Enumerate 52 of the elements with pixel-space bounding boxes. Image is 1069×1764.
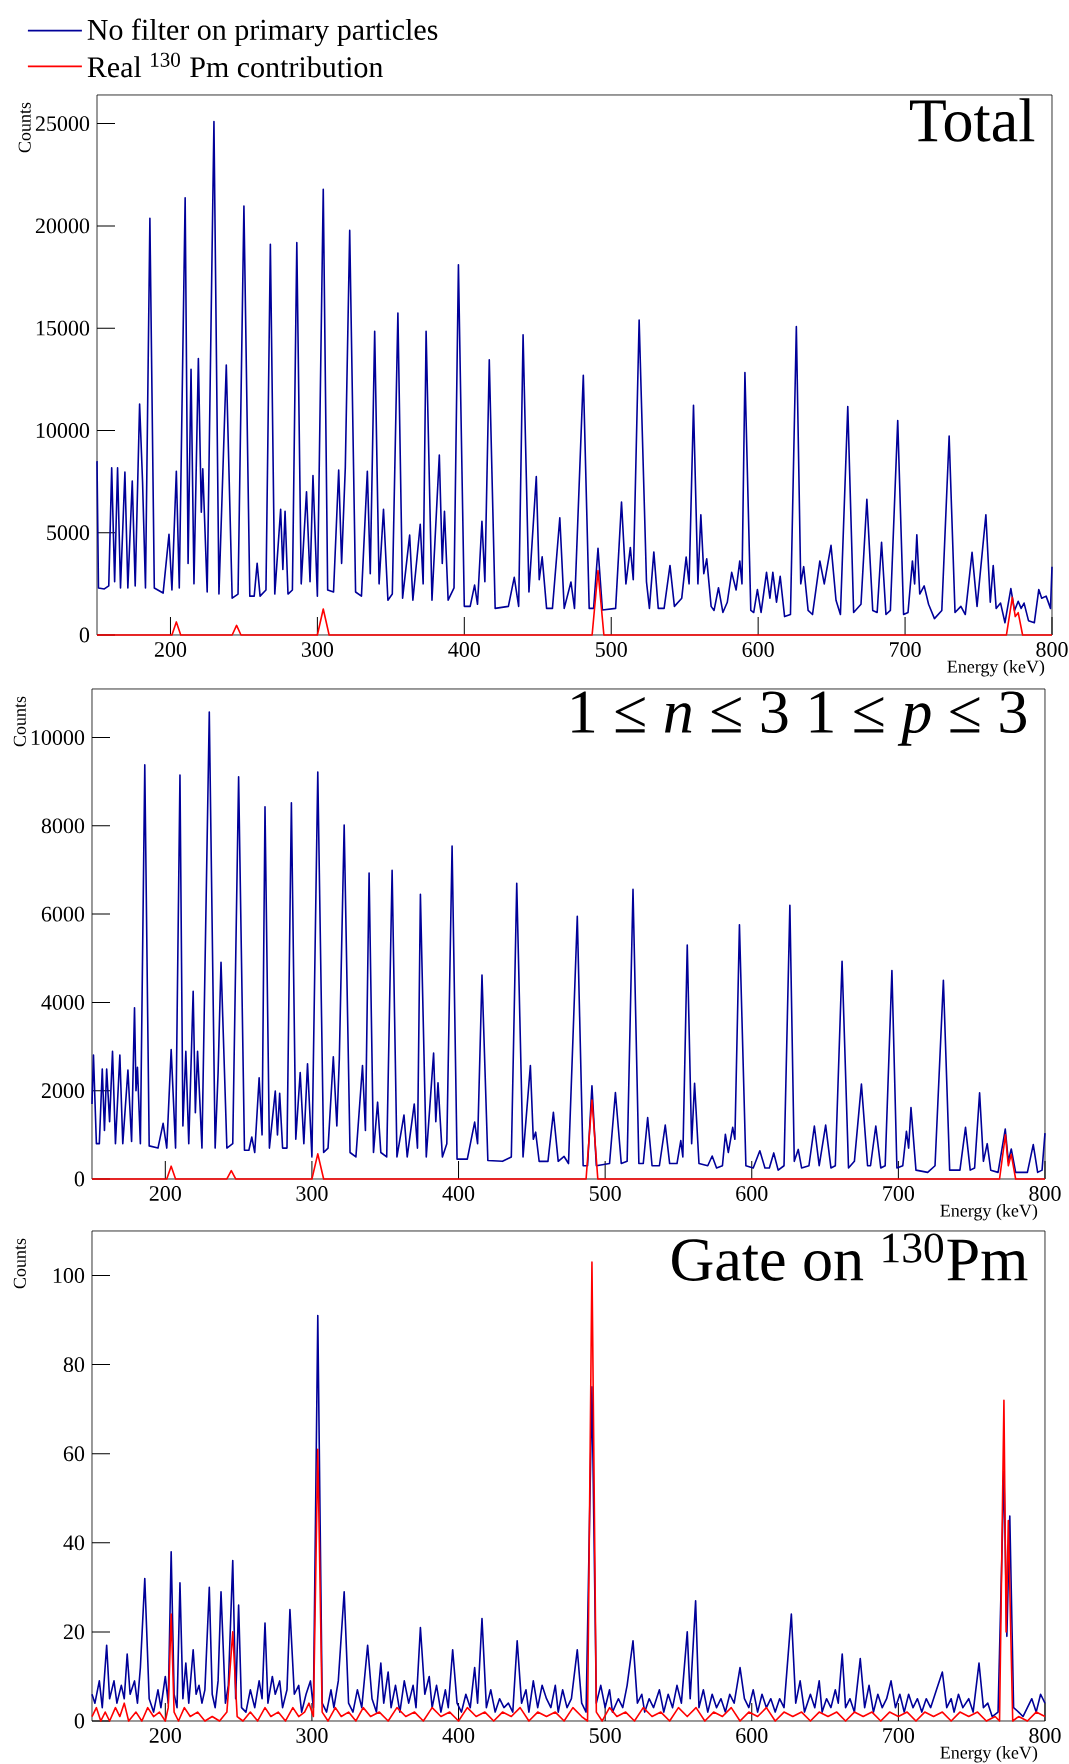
chart-title: Total (909, 98, 1035, 142)
y-tick-label: 10000 (31, 730, 85, 745)
x-tick-label: 800 (1029, 1186, 1061, 1201)
y-axis-title: Counts (13, 1238, 26, 1289)
x-tick-label: 500 (589, 1186, 621, 1201)
x-tick-label: 600 (742, 642, 774, 657)
x-tick-label: 400 (448, 642, 480, 657)
x-tick-label: 200 (149, 1186, 181, 1201)
y-axis-title: Counts (18, 102, 31, 153)
x-axis-title: Energy (keV) (940, 1204, 1038, 1221)
y-tick-label: 0 (74, 1171, 85, 1187)
y-tick-label: 60 (63, 1446, 85, 1462)
y-tick-label: 2000 (41, 1083, 85, 1099)
y-tick-label: 20 (63, 1624, 85, 1640)
x-tick-label: 500 (589, 1728, 621, 1743)
chart-title: 1 ≤ n ≤ 3 1 ≤ p ≤ 3 (572, 691, 1026, 746)
y-tick-label: 0 (74, 1713, 85, 1729)
y-tick-label: 20000 (35, 218, 90, 234)
legend-label: No filter on primary particles (87, 18, 438, 47)
x-tick-label: 800 (1029, 1728, 1061, 1743)
x-tick-label: 500 (596, 642, 627, 657)
x-tick-label: 200 (149, 1728, 181, 1743)
x-tick-label: 700 (890, 642, 921, 657)
y-tick-label: 5000 (47, 525, 90, 541)
x-tick-label: 700 (883, 1728, 915, 1743)
y-tick-label: 4000 (41, 995, 85, 1010)
x-tick-label: 400 (442, 1186, 475, 1201)
x-tick-label: 300 (296, 1186, 328, 1201)
x-axis-title: Energy (keV) (947, 660, 1045, 677)
x-tick-label: 400 (442, 1728, 475, 1743)
y-tick-label: 8000 (41, 818, 85, 834)
line-series (91, 1099, 1046, 1180)
y-tick-label: 6000 (41, 906, 85, 922)
y-tick-label: 80 (63, 1357, 85, 1373)
x-axis-title: Energy (keV) (940, 1746, 1038, 1763)
y-tick-label: 25000 (35, 116, 90, 132)
x-tick-label: 300 (296, 1728, 328, 1743)
legend-label: Real $^{130}$ Pm contribution (87, 52, 383, 78)
y-tick-label: 10000 (36, 423, 90, 438)
x-tick-label: 700 (883, 1186, 915, 1201)
y-axis-title: Counts (13, 696, 26, 747)
x-tick-label: 600 (736, 1186, 768, 1201)
x-tick-label: 200 (154, 642, 187, 657)
chart-title: Gate on $^{130}$Pm (672, 1233, 1028, 1281)
x-tick-label: 300 (301, 642, 334, 657)
y-tick-label: 40 (63, 1535, 85, 1551)
x-tick-label: 600 (736, 1728, 768, 1743)
y-tick-label: 100 (53, 1268, 85, 1283)
x-tick-label: 800 (1036, 642, 1068, 657)
y-tick-label: 15000 (36, 320, 90, 336)
y-tick-label: 0 (79, 627, 90, 643)
line-series (96, 569, 1053, 636)
